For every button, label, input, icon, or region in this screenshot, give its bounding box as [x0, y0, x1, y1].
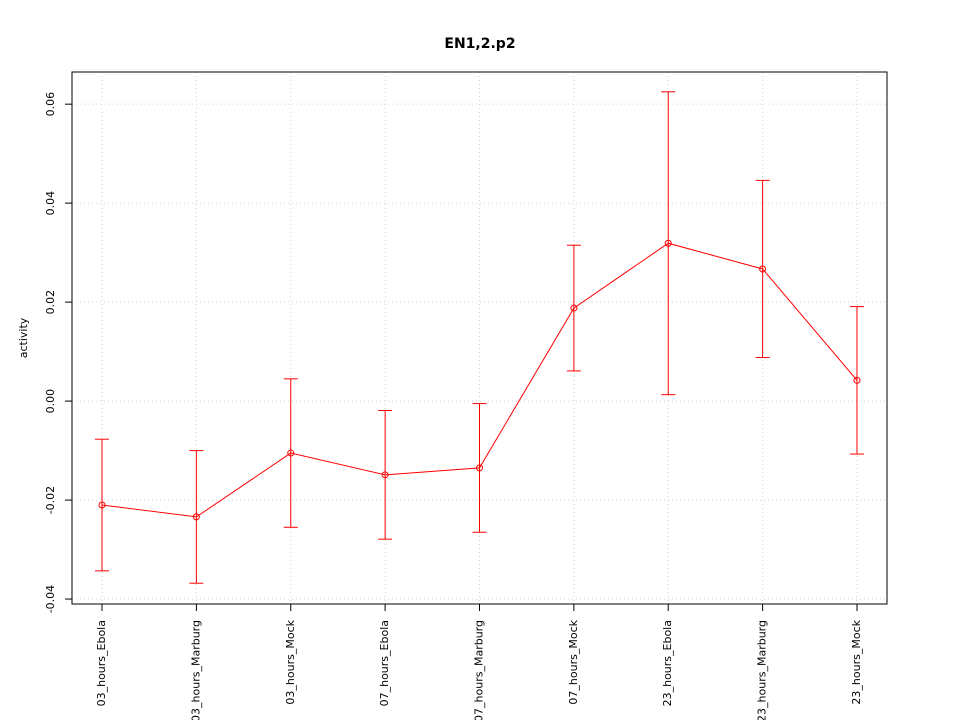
point	[476, 464, 483, 472]
point	[570, 304, 578, 312]
x-tick-label: 07_hours_Ebola	[378, 620, 391, 706]
y-tick-label: -0.04	[44, 585, 57, 613]
point	[287, 449, 295, 457]
y-tick-label: 0.04	[44, 191, 57, 216]
point	[664, 239, 672, 247]
y-tick-label: 0.06	[44, 92, 57, 117]
point	[192, 513, 200, 521]
y-tick-label: -0.02	[44, 486, 57, 514]
x-tick-label: 03_hours_Marburg	[189, 620, 202, 720]
x-tick-label: 03_hours_Ebola	[95, 620, 108, 706]
y-tick-label: 0.00	[44, 389, 57, 414]
x-tick-label: 23_hours_Mock	[850, 619, 863, 704]
x-tick-label: 23_hours_Ebola	[661, 620, 674, 706]
x-tick-label: 03_hours_Mock	[284, 619, 297, 704]
point	[98, 501, 106, 509]
x-tick-label: 23_hours_Marburg	[756, 620, 769, 720]
x-tick-label: 07_hours_Mock	[567, 619, 580, 704]
point	[853, 376, 861, 384]
plot-frame	[71, 71, 888, 605]
chart-title: EN1,2.p2	[444, 36, 515, 52]
y-tick-label: 0.02	[44, 290, 57, 315]
point	[381, 471, 389, 479]
x-tick-label: 07_hours_Marburg	[473, 620, 486, 720]
y-axis-label: activity	[17, 317, 30, 358]
point	[759, 265, 767, 273]
